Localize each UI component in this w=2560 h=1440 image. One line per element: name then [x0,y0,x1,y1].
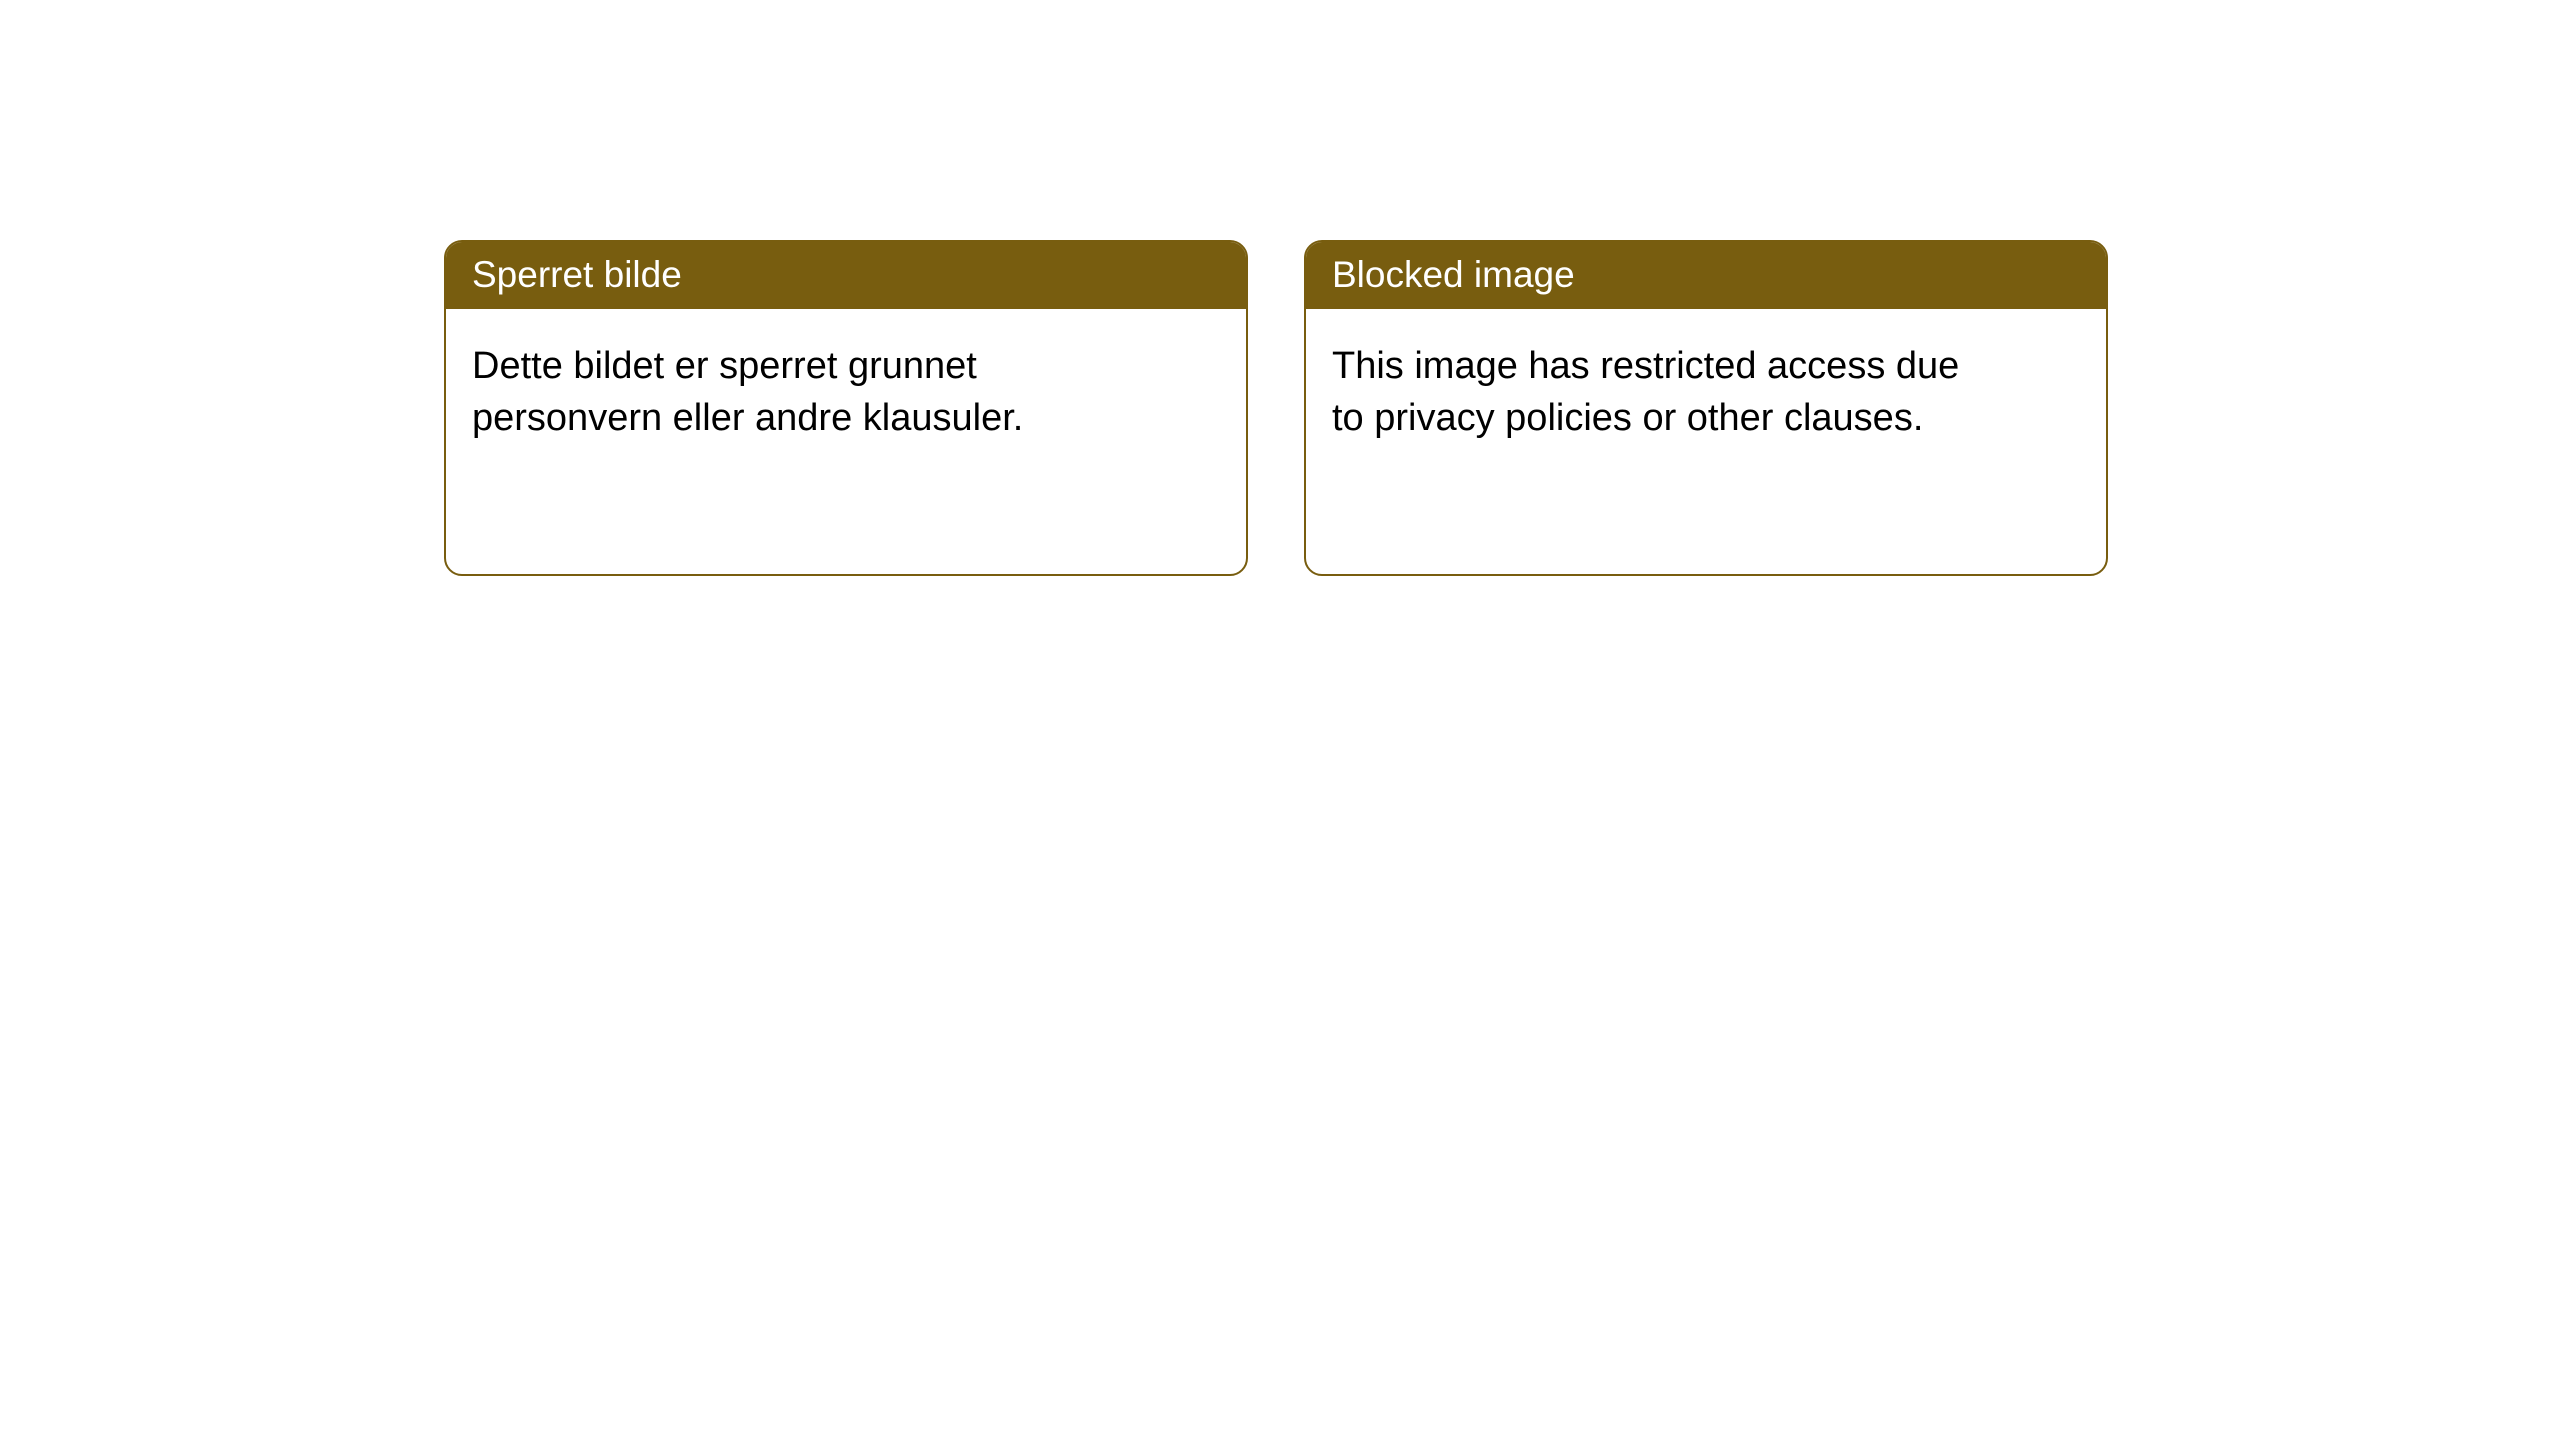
notice-title: Blocked image [1306,242,2106,309]
notice-container: Sperret bilde Dette bildet er sperret gr… [0,0,2560,576]
notice-card-norwegian: Sperret bilde Dette bildet er sperret gr… [444,240,1248,576]
notice-card-english: Blocked image This image has restricted … [1304,240,2108,576]
notice-body: Dette bildet er sperret grunnet personve… [446,309,1146,476]
notice-body: This image has restricted access due to … [1306,309,2006,476]
notice-title: Sperret bilde [446,242,1246,309]
